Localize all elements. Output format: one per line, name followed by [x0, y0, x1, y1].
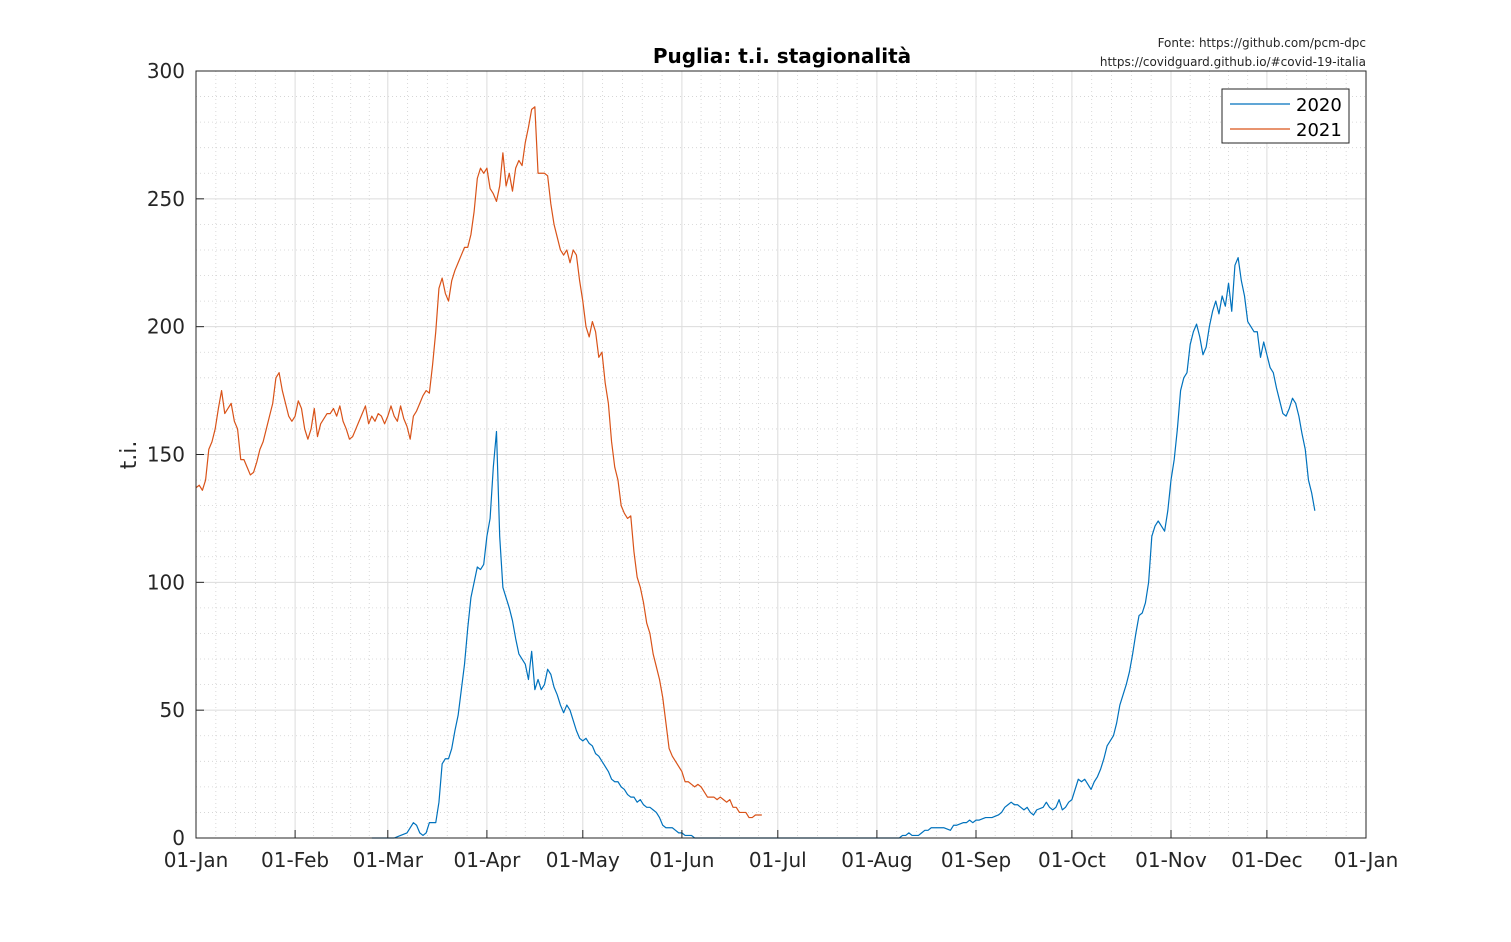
x-tick-label: 01-Apr [453, 848, 521, 872]
minor-grid [196, 71, 1366, 838]
x-tick-label: 01-Dec [1231, 848, 1302, 872]
x-tick-label: 01-Oct [1038, 848, 1106, 872]
legend: 2020 2021 [1221, 88, 1350, 144]
x-tick-label: 01-Aug [841, 848, 912, 872]
y-axis-label: t.i. [117, 441, 142, 470]
legend-label-2021: 2021 [1296, 120, 1342, 141]
x-tick-label: 01-Sep [941, 848, 1011, 872]
legend-box [1221, 88, 1350, 144]
x-tick-label: 01-Feb [261, 848, 329, 872]
y-tick-label: 50 [160, 698, 185, 722]
y-axis: 0 50 100 150 200 250 300 [147, 59, 204, 850]
chart-title: Puglia: t.i. stagionalità [653, 44, 911, 68]
x-tick-label: 01-Jun [649, 848, 714, 872]
series-layer [195, 106, 1316, 839]
legend-label-2020: 2020 [1296, 95, 1342, 116]
x-tick-label: 01-May [546, 848, 620, 872]
x-tick-label: 01-Jan [1334, 848, 1399, 872]
source-line-1: Fonte: https://github.com/pcm-dpc [1158, 36, 1366, 50]
x-tick-label: 01-Nov [1135, 848, 1207, 872]
y-tick-label: 200 [147, 315, 185, 339]
source-line-2: https://covidguard.github.io/#covid-19-i… [1100, 55, 1366, 69]
y-tick-label: 150 [147, 443, 185, 467]
x-axis: 01-Jan 01-Feb 01-Mar 01-Apr 01-May 01-Jun 01-J… [164, 830, 1399, 872]
y-tick-label: 100 [147, 570, 185, 594]
x-tick-label: 01-Jul [749, 848, 807, 872]
y-tick-label: 250 [147, 187, 185, 211]
series-line-2020 [371, 257, 1316, 839]
y-tick-label: 0 [172, 826, 185, 850]
x-tick-label: 01-Mar [353, 848, 424, 872]
y-tick-label: 300 [147, 59, 185, 83]
series-line-2021 [195, 106, 762, 819]
x-tick-label: 01-Jan [164, 848, 229, 872]
